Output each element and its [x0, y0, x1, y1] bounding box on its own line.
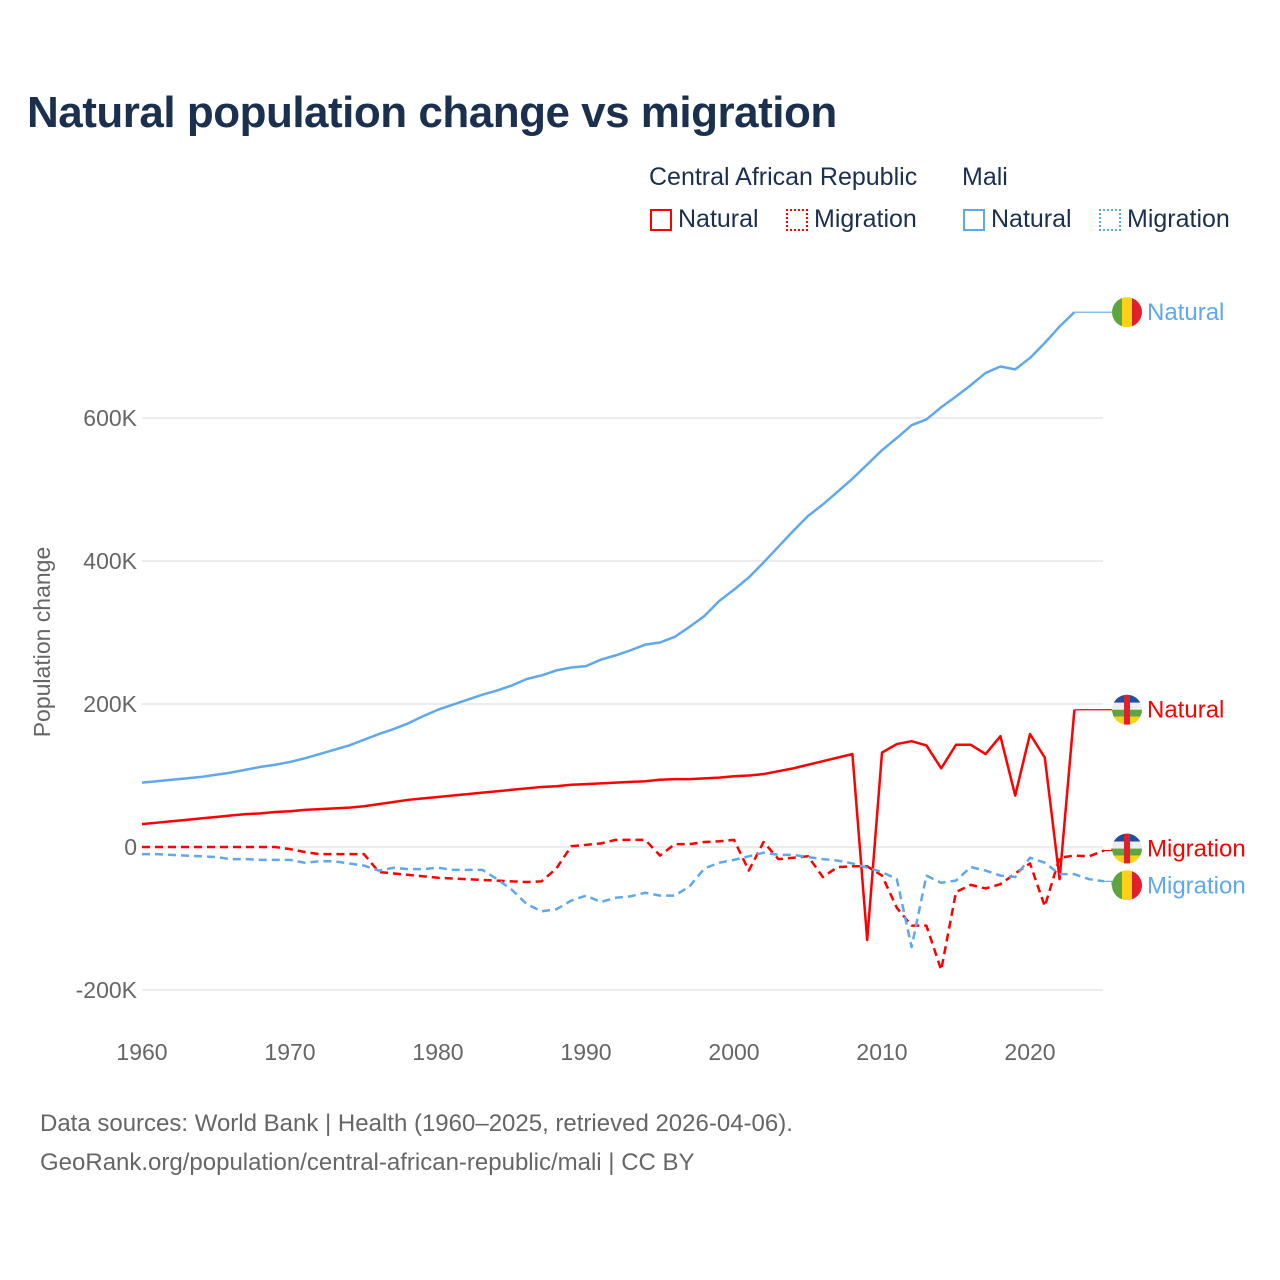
series-line-car-natural: [141, 709, 1076, 942]
series-end-label: Migration: [1147, 872, 1246, 899]
legend-swatch-dotted: [1099, 208, 1121, 231]
source-url: GeoRank.org/population/central-african-r…: [40, 1149, 695, 1176]
series-end-label: Migration: [1147, 836, 1246, 863]
series-end-label: Natural: [1147, 697, 1224, 724]
x-tick-label: 1980: [412, 1039, 463, 1065]
series-end-label: Natural: [1147, 299, 1224, 326]
legend-label: Migration: [1127, 205, 1230, 233]
series-line-mali-natural: [141, 311, 1076, 784]
mali-flag-icon: [1112, 870, 1142, 901]
legend-car-natural[interactable]: Natural: [650, 205, 759, 234]
x-tick-label: 1990: [560, 1039, 611, 1065]
x-tick-label: 2010: [856, 1039, 907, 1065]
y-tick-label: 0: [124, 834, 137, 860]
legend-swatch-solid: [650, 208, 672, 231]
y-axis-label: Population change: [29, 547, 55, 738]
legend-group-mali: Mali: [962, 163, 1008, 191]
chart-title: Natural population change vs migration: [27, 88, 837, 137]
x-tick-label: 2000: [708, 1039, 759, 1065]
x-tick-label: 1970: [264, 1039, 315, 1065]
y-tick-label: -200K: [76, 977, 138, 1003]
legend-group-car: Central African Republic: [649, 163, 918, 191]
car-flag-icon: [1112, 833, 1142, 864]
legend-label: Natural: [678, 205, 759, 233]
car-flag-icon: [1112, 694, 1142, 725]
legend-mali-natural[interactable]: Natural: [963, 205, 1072, 234]
legend-mali-migration[interactable]: Migration: [1099, 205, 1230, 234]
legend-swatch-solid: [963, 208, 985, 231]
label-connector: [1104, 880, 1113, 886]
series-line-car-migration: [142, 838, 1105, 972]
series-line-mali-migration: [142, 851, 1105, 949]
legend-car-migration[interactable]: Migration: [786, 205, 917, 234]
x-tick-label: 1960: [116, 1039, 167, 1065]
mali-flag-icon: [1112, 297, 1142, 328]
y-tick-label: 400K: [83, 548, 137, 574]
y-tick-label: 600K: [83, 405, 137, 431]
label-connector: [1104, 848, 1113, 852]
legend-label: Migration: [814, 205, 917, 233]
legend-swatch-dotted: [786, 208, 808, 231]
x-tick-label: 2020: [1004, 1039, 1055, 1065]
source-note: Data sources: World Bank | Health (1960–…: [40, 1110, 793, 1137]
legend-label: Natural: [991, 205, 1072, 233]
y-tick-label: 200K: [83, 691, 137, 717]
